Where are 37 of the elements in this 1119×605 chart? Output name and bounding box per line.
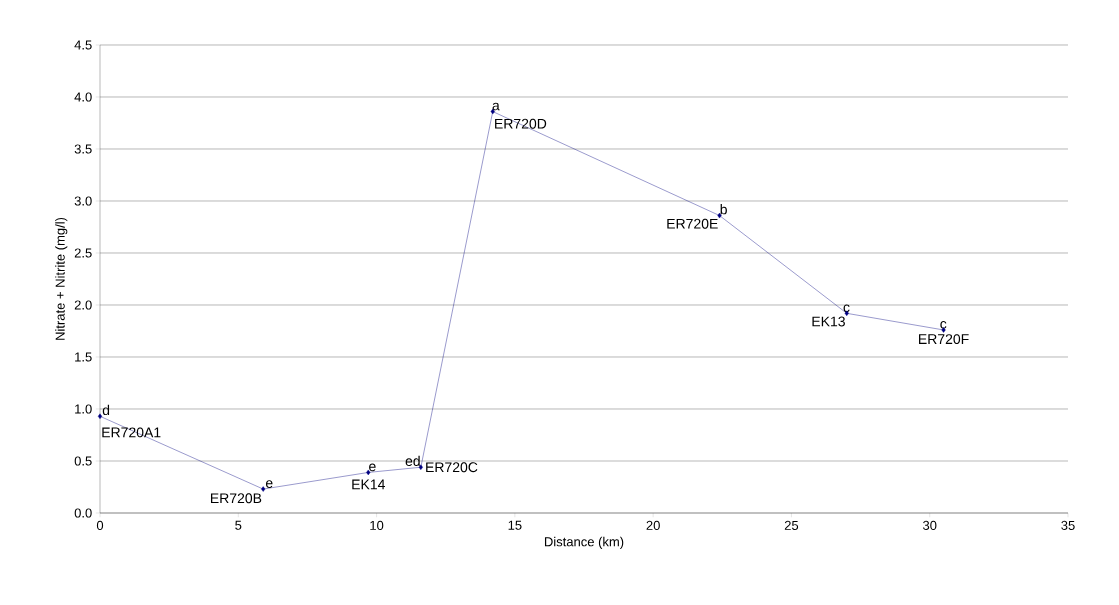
x-tick-label: 15: [508, 520, 522, 530]
y-tick-label: 4.0: [74, 92, 92, 102]
x-tick-label: 35: [1061, 520, 1075, 530]
annotation: ed: [405, 455, 420, 467]
x-tick-label: 20: [646, 520, 660, 530]
y-tick-label: 3.5: [74, 144, 92, 154]
y-tick-label: 3.0: [74, 196, 92, 206]
annotation: c: [843, 304, 850, 313]
annotation: ER720D: [495, 118, 547, 129]
x-tick-label: 25: [784, 520, 799, 530]
annotation: ER720F: [919, 334, 969, 345]
annotation: EK13: [812, 316, 845, 327]
annotation: d: [102, 404, 110, 416]
annotation: e: [369, 463, 376, 472]
x-tick-label: 30: [922, 520, 937, 530]
x-tick-label: 10: [370, 520, 384, 530]
annotation: ER720E: [667, 218, 718, 229]
x-axis-title: Distance (km): [544, 536, 624, 549]
y-tick-label: 1.0: [75, 404, 92, 414]
y-tick-label: 2.5: [74, 248, 92, 258]
annotation: e: [265, 480, 273, 488]
annotation: EK14: [352, 479, 385, 490]
annotation: ER720B: [211, 493, 262, 504]
point: [261, 486, 266, 492]
y-tick-label: 0.0: [74, 508, 92, 518]
annotation: ER720C: [426, 462, 478, 473]
y-tick-label: 2.0: [74, 300, 92, 310]
annotation: a: [492, 102, 500, 111]
y-axis-title: Nitrate + Nitrite (mg/l): [55, 217, 68, 340]
annotation: b: [720, 204, 727, 215]
x-tick-label: 0: [96, 520, 104, 530]
annotation: ER720A1: [102, 427, 161, 438]
y-tick-label: 4.5: [74, 40, 92, 50]
x-tick-label: 5: [235, 520, 242, 530]
point: [97, 413, 103, 419]
y-tick-label: 0.5: [74, 456, 92, 466]
y-tick-label: 1.5: [75, 352, 92, 362]
